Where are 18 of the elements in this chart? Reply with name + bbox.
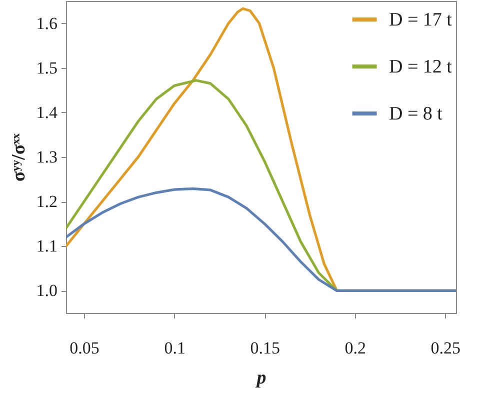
x-tick-label: 0.05 xyxy=(70,338,100,358)
y-tick-label: 1.3 xyxy=(36,148,58,166)
y-tick-label: 1.6 xyxy=(36,14,58,33)
x-tick-label: 0.1 xyxy=(164,338,186,358)
y-tick-label: 1.5 xyxy=(36,58,58,78)
legend-label: D = 8 t xyxy=(389,104,444,124)
y-axis-title: σʸʸ/σˣˣ xyxy=(8,132,30,182)
x-tick-label: 0.2 xyxy=(344,338,366,358)
legend-label: D = 17 t xyxy=(389,10,453,30)
x-tick-label: 0.15 xyxy=(250,338,280,358)
x-axis-title: p xyxy=(254,368,266,388)
y-tick-label: 1.2 xyxy=(36,192,58,212)
y-tick-label: 1.0 xyxy=(36,281,58,300)
y-tick-label: 1.1 xyxy=(36,236,58,256)
y-tick-label: 1.4 xyxy=(36,102,58,122)
x-tick-label: 0.25 xyxy=(430,338,461,358)
legend-label: D = 12 t xyxy=(389,56,453,78)
line-series xyxy=(66,187,456,292)
